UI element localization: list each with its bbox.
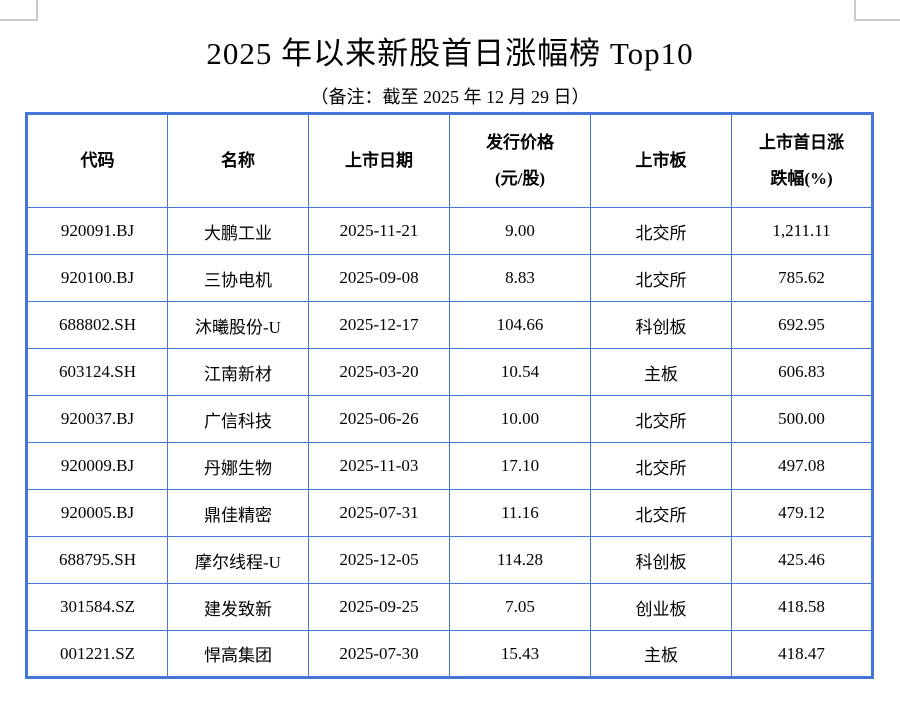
column-header-board: 上市板	[590, 113, 732, 208]
cell-listing-date: 2025-12-17	[308, 301, 450, 349]
table-row: 001221.SZ 悍高集团 2025-07-30 15.43 主板 418.47	[26, 630, 873, 678]
table-row: 301584.SZ 建发致新 2025-09-25 7.05 创业板 418.58	[26, 583, 873, 631]
cell-first-day-change: 418.58	[731, 583, 873, 631]
cell-listing-date: 2025-07-30	[308, 630, 450, 678]
cell-board: 北交所	[590, 395, 732, 443]
cell-first-day-change: 785.62	[731, 254, 873, 302]
cell-board: 北交所	[590, 254, 732, 302]
cell-issue-price: 10.54	[449, 348, 591, 396]
ipo-table-container: 代码 名称 上市日期 发行价格 (元/股) 上市板	[25, 112, 874, 679]
cell-listing-date: 2025-09-08	[308, 254, 450, 302]
cell-code: 920005.BJ	[26, 489, 168, 537]
cell-name: 大鹏工业	[167, 207, 309, 255]
cell-first-day-change: 479.12	[731, 489, 873, 537]
cell-board: 北交所	[590, 442, 732, 490]
column-header-label: 名称	[221, 150, 255, 170]
table-header-row: 代码 名称 上市日期 发行价格 (元/股) 上市板	[26, 113, 873, 208]
column-header-label: 代码	[80, 150, 115, 170]
page-subtitle: （备注：截至 2025 年 12 月 29 日）	[310, 87, 590, 107]
cell-issue-price: 104.66	[449, 301, 591, 349]
cell-name: 沐曦股份-U	[167, 301, 309, 349]
table-row: 688795.SH 摩尔线程-U 2025-12-05 114.28 科创板 425.46	[26, 536, 873, 584]
cell-name: 悍高集团	[167, 630, 309, 678]
column-header-sublabel: 跌幅(%)	[770, 169, 833, 188]
cell-listing-date: 2025-12-05	[308, 536, 450, 584]
cell-name: 鼎佳精密	[167, 489, 309, 537]
cell-name: 建发致新	[167, 583, 309, 631]
column-header-issue-price: 发行价格 (元/股)	[449, 113, 591, 208]
column-header-label: 上市板	[635, 150, 687, 170]
column-header-listing-date: 上市日期	[308, 113, 450, 208]
cell-issue-price: 10.00	[449, 395, 591, 443]
cell-code: 001221.SZ	[26, 630, 168, 678]
column-header-label: 上市日期	[345, 150, 413, 170]
cell-issue-price: 114.28	[449, 536, 591, 584]
table-row: 920009.BJ 丹娜生物 2025-11-03 17.10 北交所 497.08	[26, 442, 873, 490]
cell-code: 688802.SH	[26, 301, 168, 349]
column-header-name: 名称	[167, 113, 309, 208]
cell-code: 688795.SH	[26, 536, 168, 584]
cell-board: 创业板	[590, 583, 732, 631]
ipo-table: 代码 名称 上市日期 发行价格 (元/股) 上市板	[25, 112, 874, 679]
cell-board: 科创板	[590, 301, 732, 349]
cell-name: 三协电机	[167, 254, 309, 302]
page-corner-mark-top-right	[854, 0, 900, 21]
table-row: 688802.SH 沐曦股份-U 2025-12-17 104.66 科创板 692.95	[26, 301, 873, 349]
cell-first-day-change: 418.47	[731, 630, 873, 678]
cell-first-day-change: 692.95	[731, 301, 873, 349]
cell-issue-price: 8.83	[449, 254, 591, 302]
cell-issue-price: 15.43	[449, 630, 591, 678]
cell-name: 江南新材	[167, 348, 309, 396]
cell-first-day-change: 425.46	[731, 536, 873, 584]
column-header-first-day-change: 上市首日涨 跌幅(%)	[731, 113, 873, 208]
cell-issue-price: 9.00	[449, 207, 591, 255]
cell-issue-price: 17.10	[449, 442, 591, 490]
cell-board: 北交所	[590, 489, 732, 537]
page-title: 2025 年以来新股首日涨幅榜 Top10	[206, 36, 694, 71]
table-row: 920091.BJ 大鹏工业 2025-11-21 9.00 北交所 1,211.11	[26, 207, 873, 255]
cell-listing-date: 2025-11-21	[308, 207, 450, 255]
cell-first-day-change: 500.00	[731, 395, 873, 443]
cell-name: 广信科技	[167, 395, 309, 443]
table-row: 920037.BJ 广信科技 2025-06-26 10.00 北交所 500.00	[26, 395, 873, 443]
table-header: 代码 名称 上市日期 发行价格 (元/股) 上市板	[26, 113, 873, 208]
cell-code: 920037.BJ	[26, 395, 168, 443]
table-row: 920005.BJ 鼎佳精密 2025-07-31 11.16 北交所 479.12	[26, 489, 873, 537]
cell-listing-date: 2025-07-31	[308, 489, 450, 537]
cell-board: 主板	[590, 630, 732, 678]
column-header-sublabel: (元/股)	[494, 169, 546, 188]
cell-name: 丹娜生物	[167, 442, 309, 490]
cell-code: 920100.BJ	[26, 254, 168, 302]
cell-listing-date: 2025-11-03	[308, 442, 450, 490]
cell-code: 301584.SZ	[26, 583, 168, 631]
cell-listing-date: 2025-03-20	[308, 348, 450, 396]
cell-board: 主板	[590, 348, 732, 396]
column-header-code: 代码	[26, 113, 168, 208]
cell-first-day-change: 606.83	[731, 348, 873, 396]
cell-code: 920009.BJ	[26, 442, 168, 490]
cell-listing-date: 2025-06-26	[308, 395, 450, 443]
cell-board: 北交所	[590, 207, 732, 255]
column-header-label: 发行价格	[486, 132, 554, 152]
cell-first-day-change: 497.08	[731, 442, 873, 490]
column-header-label: 上市首日涨	[759, 132, 844, 152]
table-body: 920091.BJ 大鹏工业 2025-11-21 9.00 北交所 1,211.11 92…	[26, 207, 873, 678]
table-row: 603124.SH 江南新材 2025-03-20 10.54 主板 606.83	[26, 348, 873, 396]
cell-issue-price: 11.16	[449, 489, 591, 537]
cell-issue-price: 7.05	[449, 583, 591, 631]
page-corner-mark-top-left	[0, 0, 38, 21]
cell-first-day-change: 1,211.11	[731, 207, 873, 255]
cell-name: 摩尔线程-U	[167, 536, 309, 584]
cell-code: 920091.BJ	[26, 207, 168, 255]
cell-code: 603124.SH	[26, 348, 168, 396]
table-row: 920100.BJ 三协电机 2025-09-08 8.83 北交所 785.62	[26, 254, 873, 302]
cell-board: 科创板	[590, 536, 732, 584]
cell-listing-date: 2025-09-25	[308, 583, 450, 631]
